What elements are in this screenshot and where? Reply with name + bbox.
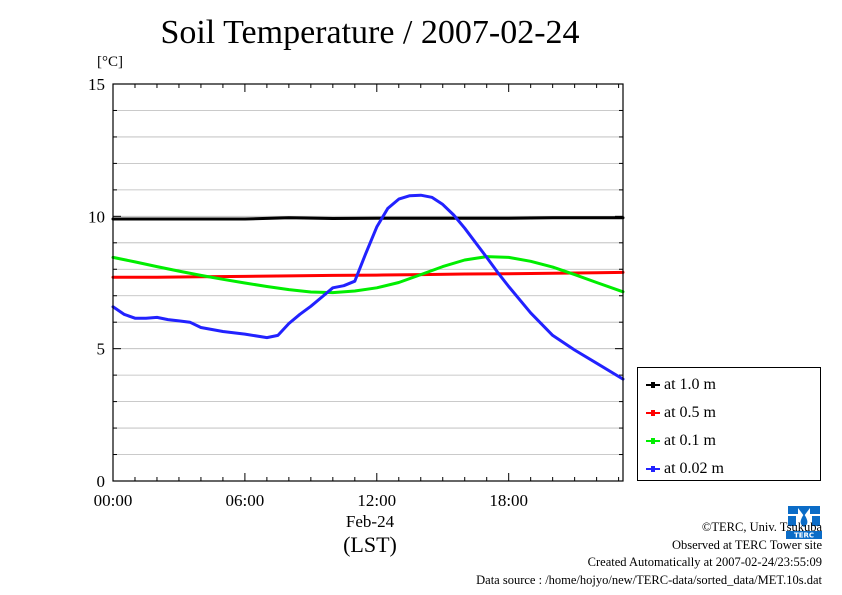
credits-copyright: ©TERC, Univ. Tsukuba <box>701 520 822 534</box>
legend-item: at 0.5 m <box>646 402 716 424</box>
y-tick-label: 0 <box>97 472 106 491</box>
terc-logo-icon: TERC <box>784 502 824 540</box>
legend-label: at 0.1 m <box>664 432 716 449</box>
credits-block: ©TERC, Univ. Tsukuba Observed at TERC To… <box>476 519 822 589</box>
legend-label: at 0.5 m <box>664 404 716 421</box>
x-axis-date-label: Feb-24 <box>345 512 395 531</box>
legend-swatch <box>646 466 660 472</box>
legend-item: at 0.02 m <box>646 458 724 480</box>
x-tick-label: 06:00 <box>226 491 265 510</box>
series-line-3 <box>111 193 625 381</box>
x-tick-label: 18:00 <box>489 491 528 510</box>
legend-label: at 0.02 m <box>664 460 724 477</box>
plot-frame <box>112 83 624 482</box>
series-line-2 <box>111 255 625 295</box>
credits-created: Created Automatically at 2007-02-24/23:5… <box>587 555 822 569</box>
y-tick-label: 5 <box>97 340 106 359</box>
x-tick-label: 00:00 <box>94 491 133 510</box>
chart-title: Soil Temperature / 2007-02-24 <box>160 14 580 51</box>
credits-site: Observed at TERC Tower site <box>671 537 822 552</box>
y-axis-unit-label: [°C] <box>97 54 123 70</box>
x-tick-label: 12:00 <box>357 491 396 510</box>
legend-label: at 1.0 m <box>664 376 716 393</box>
legend-swatch <box>646 410 660 416</box>
series-line-0 <box>111 216 625 221</box>
y-tick-label: 15 <box>88 75 105 94</box>
legend-swatch <box>646 382 660 388</box>
x-axis-unit-label: (LST) <box>343 532 397 557</box>
legend-item: at 0.1 m <box>646 430 716 452</box>
chart-legend: at 1.0 m at 0.5 m at 0.1 m at 0.02 m <box>637 367 821 481</box>
legend-swatch <box>646 438 660 444</box>
logo-text: TERC <box>794 532 814 540</box>
legend-item: at 1.0 m <box>646 374 716 396</box>
credits-source: Data source : /home/hojyo/new/TERC-data/… <box>476 572 822 587</box>
y-tick-label: 10 <box>88 207 105 226</box>
